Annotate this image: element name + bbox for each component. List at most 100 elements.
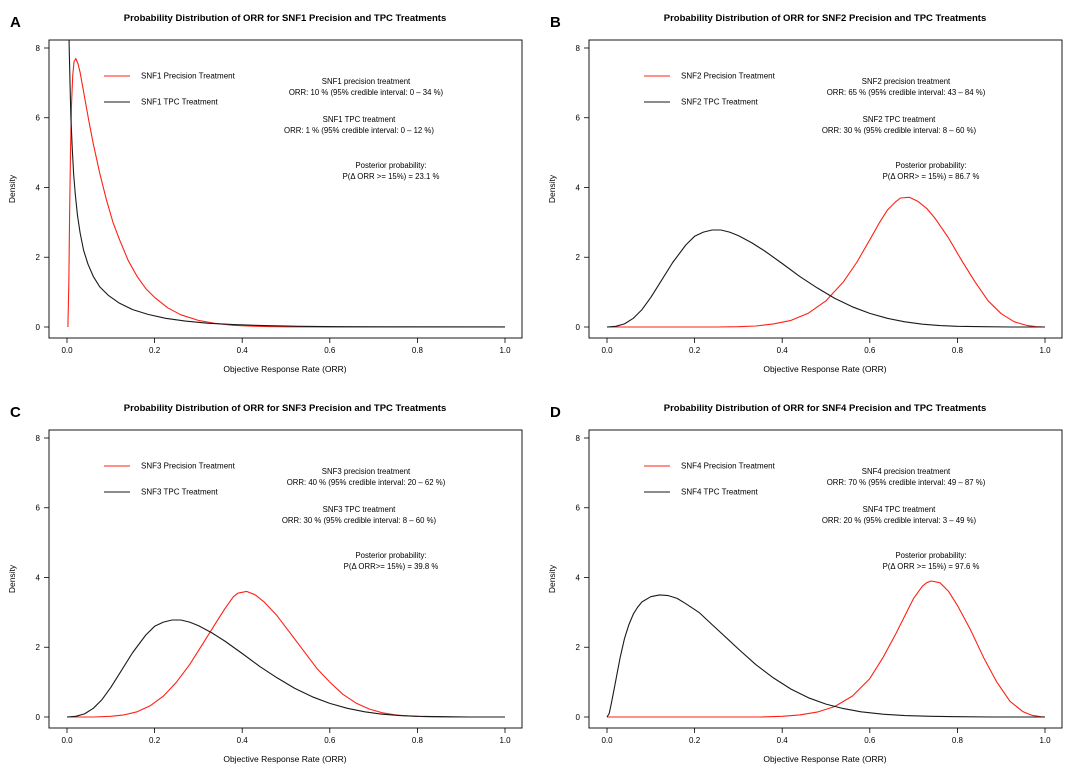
density-curve-precision xyxy=(67,590,505,718)
annotation-precision-line1: SNF3 precision treatment xyxy=(322,467,411,476)
density-curves xyxy=(67,40,506,328)
legend: SNF3 Precision Treatment SNF3 TPC Treatm… xyxy=(104,462,236,497)
y-tick-label: 6 xyxy=(36,114,41,123)
x-tick-label: 0.4 xyxy=(777,736,789,745)
y-tick-label: 4 xyxy=(36,573,41,582)
annotation-posterior-line2: P(Δ ORR> = 15%) = 86.7 % xyxy=(883,172,980,181)
density-curves xyxy=(606,580,1046,718)
x-tick-label: 0.2 xyxy=(149,736,161,745)
y-axis-label: Density xyxy=(547,174,557,203)
legend-label-tpc: SNF2 TPC Treatment xyxy=(681,98,759,107)
x-axis-label: Objective Response Rate (ORR) xyxy=(223,754,346,764)
annotation-tpc-line2: ORR: 20 % (95% credible interval: 3 – 49… xyxy=(822,516,977,525)
y-tick-label: 4 xyxy=(36,183,41,192)
x-tick-label: 0.6 xyxy=(864,736,876,745)
panel-letter: D xyxy=(550,404,561,421)
x-tick-label: 0.4 xyxy=(777,346,789,355)
panel-d: D Probability Distribution of ORR for SN… xyxy=(540,390,1080,779)
y-tick-label: 8 xyxy=(576,44,581,53)
y-tick-label: 8 xyxy=(36,44,41,53)
y-tick-label: 8 xyxy=(36,434,41,443)
y-tick-label: 2 xyxy=(36,643,41,652)
y-tick-label: 4 xyxy=(576,183,581,192)
density-curve-precision xyxy=(67,57,505,328)
y-tick-label: 6 xyxy=(36,504,41,513)
legend-label-precision: SNF2 Precision Treatment xyxy=(681,72,776,81)
y-tick-label: 0 xyxy=(576,713,581,722)
legend-label-precision: SNF1 Precision Treatment xyxy=(141,72,236,81)
panel-b-plot: B Probability Distribution of ORR for SN… xyxy=(547,13,1063,374)
x-tick-label: 1.0 xyxy=(1039,346,1051,355)
x-tick-label: 0.0 xyxy=(61,736,73,745)
density-curve-tpc xyxy=(66,619,505,718)
x-tick-label: 0.0 xyxy=(601,736,613,745)
panel-letter: A xyxy=(10,14,21,31)
x-tick-label: 0.8 xyxy=(952,346,964,355)
x-axis-label: Objective Response Rate (ORR) xyxy=(763,754,886,764)
annotation-precision-line2: ORR: 70 % (95% credible interval: 49 – 8… xyxy=(827,478,986,487)
legend-label-tpc: SNF1 TPC Treatment xyxy=(141,98,219,107)
x-tick-label: 0.8 xyxy=(412,736,424,745)
annotation-posterior-line2: P(Δ ORR >= 15%) = 23.1 % xyxy=(343,172,440,181)
panel-d-plot: D Probability Distribution of ORR for SN… xyxy=(547,403,1063,764)
annotation-tpc-line1: SNF2 TPC treatment xyxy=(863,115,936,124)
annotation-precision-line2: ORR: 10 % (95% credible interval: 0 – 34… xyxy=(289,88,444,97)
axis-ticks: 0.0 0.2 0.4 0.6 0.8 1.0 0 2 4 6 8 xyxy=(36,44,512,355)
density-curve-tpc xyxy=(606,229,1045,328)
annotations: SNF3 precision treatment ORR: 40 % (95% … xyxy=(282,467,446,571)
annotation-posterior-line1: Posterior probability: xyxy=(895,551,966,560)
y-axis-label: Density xyxy=(7,174,17,203)
x-tick-label: 0.6 xyxy=(864,346,876,355)
y-tick-label: 2 xyxy=(36,253,41,262)
x-tick-label: 0.2 xyxy=(689,736,701,745)
legend: SNF1 Precision Treatment SNF1 TPC Treatm… xyxy=(104,72,236,107)
x-tick-label: 0.8 xyxy=(952,736,964,745)
y-tick-label: 2 xyxy=(576,643,581,652)
annotation-precision-line1: SNF2 precision treatment xyxy=(862,77,951,86)
legend-label-precision: SNF3 Precision Treatment xyxy=(141,462,236,471)
plot-box xyxy=(588,39,1063,339)
annotation-tpc-line1: SNF4 TPC treatment xyxy=(863,505,936,514)
panel-title: Probability Distribution of ORR for SNF3… xyxy=(124,403,447,414)
annotation-tpc-line2: ORR: 30 % (95% credible interval: 8 – 60… xyxy=(282,516,437,525)
panel-b: B Probability Distribution of ORR for SN… xyxy=(540,0,1080,390)
density-curve-precision xyxy=(607,580,1046,718)
x-tick-label: 0.0 xyxy=(61,346,73,355)
annotation-tpc-line2: ORR: 1 % (95% credible interval: 0 – 12 … xyxy=(284,126,434,135)
y-tick-label: 2 xyxy=(576,253,581,262)
annotation-precision-line1: SNF1 precision treatment xyxy=(322,77,411,86)
annotation-precision-line1: SNF4 precision treatment xyxy=(862,467,951,476)
x-tick-label: 1.0 xyxy=(499,346,511,355)
annotations: SNF2 precision treatment ORR: 65 % (95% … xyxy=(822,77,986,181)
annotation-tpc-line1: SNF1 TPC treatment xyxy=(323,115,396,124)
annotation-posterior-line1: Posterior probability: xyxy=(355,551,426,560)
x-tick-label: 1.0 xyxy=(499,736,511,745)
annotation-posterior-line2: P(Δ ORR>= 15%) = 39.8 % xyxy=(344,562,439,571)
density-curve-tpc xyxy=(68,40,506,328)
legend: SNF4 Precision Treatment SNF4 TPC Treatm… xyxy=(644,462,776,497)
panel-letter: C xyxy=(10,404,21,421)
panel-title: Probability Distribution of ORR for SNF2… xyxy=(664,13,987,24)
y-tick-label: 0 xyxy=(576,323,581,332)
panel-c-plot: C Probability Distribution of ORR for SN… xyxy=(7,403,523,764)
panel-title: Probability Distribution of ORR for SNF1… xyxy=(124,13,447,24)
y-axis-label: Density xyxy=(7,564,17,593)
annotation-tpc-line2: ORR: 30 % (95% credible interval: 8 – 60… xyxy=(822,126,977,135)
panel-c: C Probability Distribution of ORR for SN… xyxy=(0,390,540,779)
x-tick-label: 0.6 xyxy=(324,346,336,355)
legend: SNF2 Precision Treatment SNF2 TPC Treatm… xyxy=(644,72,776,107)
annotation-posterior-line2: P(Δ ORR >= 15%) = 97.6 % xyxy=(883,562,980,571)
annotations: SNF1 precision treatment ORR: 10 % (95% … xyxy=(284,77,444,181)
y-tick-label: 8 xyxy=(576,434,581,443)
legend-label-precision: SNF4 Precision Treatment xyxy=(681,462,776,471)
y-tick-label: 6 xyxy=(576,504,581,513)
annotation-precision-line2: ORR: 40 % (95% credible interval: 20 – 6… xyxy=(287,478,446,487)
density-curves xyxy=(66,590,505,718)
annotation-posterior-line1: Posterior probability: xyxy=(895,161,966,170)
axis-ticks: 0.0 0.2 0.4 0.6 0.8 1.0 0 2 4 6 8 xyxy=(36,434,512,745)
axis-ticks: 0.0 0.2 0.4 0.6 0.8 1.0 0 2 4 6 8 xyxy=(576,434,1052,745)
y-tick-label: 6 xyxy=(576,114,581,123)
plot-box xyxy=(48,39,523,339)
y-tick-label: 4 xyxy=(576,573,581,582)
